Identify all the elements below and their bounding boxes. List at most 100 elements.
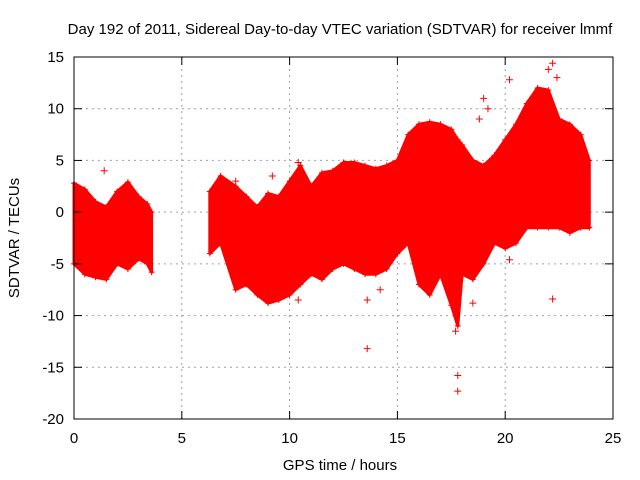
y-tick-label: 15 [47, 49, 64, 66]
data-point [135, 193, 142, 200]
data-point [114, 260, 121, 267]
data-point [275, 297, 282, 304]
data-point [566, 229, 573, 236]
outlier-point [452, 327, 460, 335]
data-point [275, 193, 282, 200]
y-tick-label: -20 [42, 411, 64, 428]
data-point [148, 209, 155, 216]
data-point [81, 271, 88, 278]
data-point [329, 266, 336, 273]
data-point [383, 266, 390, 273]
data-point [512, 121, 519, 128]
x-tick-label: 25 [605, 430, 622, 447]
data-point [459, 141, 466, 148]
chart-title: Day 192 of 2011, Sidereal Day-to-day VTE… [68, 21, 613, 38]
data-point [448, 126, 455, 133]
data-point [534, 224, 541, 231]
data-point [459, 271, 466, 278]
data-point [114, 188, 121, 195]
outlier-point [100, 167, 108, 175]
outlier-point [268, 172, 276, 180]
data-point [480, 260, 487, 267]
data-point [144, 260, 151, 267]
data-point [383, 162, 390, 169]
outlier-point [294, 296, 302, 304]
outlier-point [484, 105, 492, 113]
data-point [308, 271, 315, 278]
data-bands [71, 85, 593, 329]
data-point [523, 100, 530, 107]
data-point [437, 271, 444, 278]
data-point [92, 198, 99, 205]
data-point [586, 157, 593, 164]
outlier-point [544, 65, 552, 73]
data-point [545, 224, 552, 231]
data-point [394, 250, 401, 257]
plot-frame [73, 56, 614, 420]
x-axis-label: GPS time / hours [283, 457, 397, 474]
data-point [405, 131, 412, 138]
outlier-point [376, 286, 384, 294]
x-tick-label: 20 [497, 430, 514, 447]
data-point [144, 200, 151, 207]
data-point [243, 193, 250, 200]
data-point [103, 203, 110, 210]
x-tick-label: 5 [178, 430, 186, 447]
data-point [454, 322, 461, 329]
data-points [100, 59, 561, 395]
data-point [586, 224, 593, 231]
data-point [556, 116, 563, 123]
outlier-point [363, 345, 371, 353]
data-point [480, 162, 487, 169]
data-point [415, 281, 422, 288]
outlier-point [469, 299, 477, 307]
y-tick-label: 10 [47, 101, 64, 118]
data-point [265, 300, 272, 307]
data-point [545, 87, 552, 94]
data-point [469, 157, 476, 164]
data-point [329, 167, 336, 174]
data-point [286, 291, 293, 298]
data-point [372, 271, 379, 278]
data-point [556, 224, 563, 231]
data-point [308, 183, 315, 190]
data-point [534, 85, 541, 92]
data-point [265, 190, 272, 197]
data-point [217, 240, 224, 247]
data-point [340, 260, 347, 267]
outlier-point [549, 295, 557, 303]
outlier-point [480, 94, 488, 102]
data-point [148, 269, 155, 276]
data-point [372, 165, 379, 172]
y-tick-label: -10 [42, 308, 64, 325]
data-point [254, 291, 261, 298]
outlier-point [232, 177, 240, 185]
data-point [577, 224, 584, 231]
data-point [340, 159, 347, 166]
data-point [566, 121, 573, 128]
x-tick-label: 15 [389, 430, 406, 447]
data-point [318, 276, 325, 283]
outlier-point [549, 59, 557, 67]
y-axis-label: SDTVAR / TECUs [6, 178, 23, 298]
y-tick-label: 0 [56, 204, 64, 221]
data-point [454, 136, 461, 143]
data-point [426, 119, 433, 126]
outlier-point [294, 158, 302, 166]
data-point [124, 266, 131, 273]
axis-ticks: 0 5 10 15 20 25 15 10 5 0 -5 -10 -15 -20 [42, 49, 621, 447]
outlier-point [475, 115, 483, 123]
data-point [405, 240, 412, 247]
data-point [286, 178, 293, 185]
data-point [362, 162, 369, 169]
data-point [491, 240, 498, 247]
data-point [512, 240, 519, 247]
data-point [362, 271, 369, 278]
outlier-point [454, 372, 462, 380]
data-point [426, 291, 433, 298]
outlier-point [506, 256, 514, 264]
data-point [491, 152, 498, 159]
outlier-point [506, 76, 514, 84]
data-point [502, 245, 509, 252]
